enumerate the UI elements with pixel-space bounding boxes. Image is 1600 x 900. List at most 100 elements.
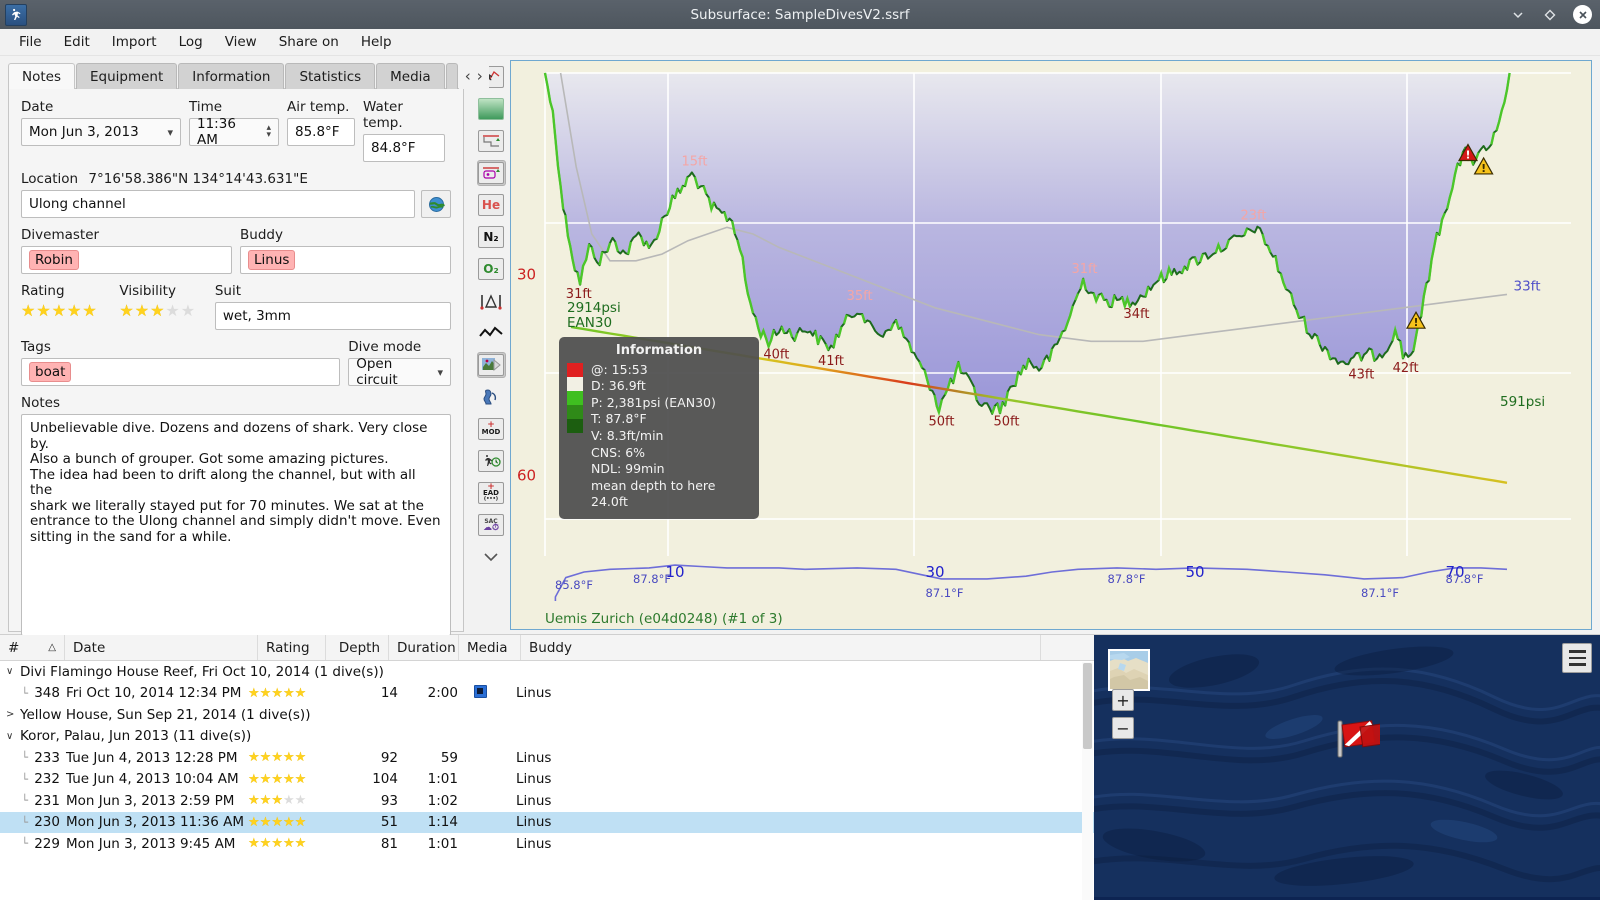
globe-icon[interactable]: [421, 190, 451, 218]
maximize-button[interactable]: [1541, 6, 1559, 24]
menu-log[interactable]: Log: [178, 34, 203, 50]
scrollbar-thumb[interactable]: [1083, 663, 1092, 749]
mod-icon[interactable]: + MOD: [477, 416, 506, 442]
dive-list-row[interactable]: └ 229 Mon Jun 3, 2013 9:45 AM ★★★★★ 81 1:01 Li…: [0, 833, 1094, 855]
notes-textarea[interactable]: Unbelievable dive. Dozens and dozens of …: [21, 414, 451, 636]
delta-icon[interactable]: [477, 288, 506, 314]
ndl-tts-icon[interactable]: [477, 448, 506, 474]
rating-stars[interactable]: ★★★★★: [21, 302, 111, 320]
star[interactable]: ★: [134, 301, 151, 320]
dive-number: 231: [34, 792, 60, 809]
gas-density-icon[interactable]: [477, 384, 506, 410]
menu-file[interactable]: File: [19, 34, 42, 50]
star[interactable]: ★: [21, 301, 37, 320]
map-menu-button[interactable]: [1562, 643, 1592, 673]
star[interactable]: ★: [67, 301, 83, 320]
heartrate-icon[interactable]: [477, 320, 506, 346]
error-marker-icon[interactable]: !: [1457, 143, 1479, 162]
dive-site-map[interactable]: + −: [1094, 635, 1600, 900]
tags-input[interactable]: boat: [21, 358, 341, 386]
water-temp-input[interactable]: 84.8°F: [363, 134, 445, 162]
column-header-duration[interactable]: Duration: [389, 635, 459, 660]
tab-notes[interactable]: Notes: [8, 63, 75, 89]
dive-list-row[interactable]: └ 233 Tue Jun 4, 2013 12:28 PM ★★★★★ 92 59 Lin…: [0, 747, 1094, 769]
tab-scroll-left-icon[interactable]: ‹: [464, 67, 471, 85]
column-header-date[interactable]: Date: [65, 635, 258, 660]
column-header-buddy[interactable]: Buddy: [521, 635, 1041, 660]
oxygen-icon[interactable]: O₂: [477, 256, 506, 282]
dive-list-row[interactable]: └ 231 Mon Jun 3, 2013 2:59 PM ★★★★★ 93 1:02 Li…: [0, 790, 1094, 812]
menu-view[interactable]: View: [224, 34, 257, 50]
dive-trip-header[interactable]: > Yellow House, Sun Sep 21, 2014 (1 dive(…: [0, 704, 1094, 726]
map-zoom-in-button[interactable]: +: [1112, 689, 1134, 711]
dive-trip-header[interactable]: ∨ Divi Flamingo House Reef, Fri Oct 10, 2…: [0, 661, 1094, 683]
menu-help[interactable]: Help: [360, 34, 392, 50]
divemaster-input[interactable]: Robin: [21, 246, 232, 274]
map-overview-thumbnail[interactable]: [1108, 649, 1150, 691]
tab-extra-data[interactable]: E: [445, 63, 458, 89]
minimize-button[interactable]: [1509, 6, 1527, 24]
map-zoom-out-button[interactable]: −: [1112, 717, 1134, 739]
tab-information[interactable]: Information: [178, 63, 285, 89]
air-temp-input[interactable]: 85.8°F: [287, 118, 355, 146]
dive-list-row[interactable]: └ 232 Tue Jun 4, 2013 10:04 AM ★★★★★ 104 1:01…: [0, 769, 1094, 791]
star[interactable]: ★: [150, 301, 166, 320]
dive-number: 348: [34, 685, 60, 702]
ceiling-icon[interactable]: [477, 128, 506, 154]
heatmap-icon[interactable]: [477, 96, 506, 122]
sac-icon[interactable]: SAC ☁⏱: [477, 512, 506, 538]
dive-list-row[interactable]: └ 230 Mon Jun 3, 2013 11:36 AM ★★★★★ 51 1:14 L…: [0, 811, 1094, 833]
date-input[interactable]: Mon Jun 3, 2013 ▾: [21, 118, 181, 146]
tissue-graph-icon[interactable]: [476, 352, 506, 378]
dive-flag-marker-icon[interactable]: [1330, 715, 1390, 765]
divemode-select[interactable]: Open circuit ▾: [348, 356, 451, 388]
menu-edit[interactable]: Edit: [63, 34, 90, 50]
buddy-input[interactable]: Linus: [240, 246, 451, 274]
chevron-down-icon[interactable]: ∨: [6, 730, 14, 742]
column-header-media[interactable]: Media: [459, 635, 521, 660]
star[interactable]: ★: [36, 301, 52, 320]
ead-icon[interactable]: + EAD (•••): [477, 480, 506, 506]
tooltip-swatch: [567, 391, 583, 405]
tab-media[interactable]: Media: [376, 63, 445, 89]
helium-icon[interactable]: He: [477, 192, 506, 218]
chevron-down-icon[interactable]: ∨: [6, 666, 14, 678]
dive-trip-header[interactable]: ∨ Koror, Palau, Jun 2013 (11 dive(s)): [0, 726, 1094, 748]
dive-list-row[interactable]: └ 348 Fri Oct 10, 2014 12:34 PM ★★★★★ 14 2:00…: [0, 683, 1094, 705]
nitrogen-icon[interactable]: N₂: [477, 224, 506, 250]
tab-statistics[interactable]: Statistics: [285, 63, 376, 89]
location-input[interactable]: Ulong channel: [21, 190, 416, 218]
media-icon[interactable]: [474, 684, 487, 698]
star[interactable]: ★: [165, 301, 181, 320]
star[interactable]: ★: [51, 301, 68, 320]
temperature-annotations: 85.8°F 87.8°F 87.1°F 87.8°F 87.1°F 87.8°F: [555, 572, 1483, 600]
more-options-icon[interactable]: [477, 544, 506, 570]
time-input[interactable]: 11:36 AM ▴ ▾: [189, 116, 279, 148]
suit-input[interactable]: wet, 3mm: [214, 302, 451, 330]
temperature-annotation: 87.1°F: [1361, 586, 1399, 600]
calculated-ceiling-icon[interactable]: [476, 160, 506, 186]
warning-marker-icon[interactable]: !: [1405, 310, 1427, 329]
spinner-icon[interactable]: ▴ ▾: [266, 123, 271, 140]
star[interactable]: ★: [119, 301, 135, 320]
dive-list-vertical-scrollbar[interactable]: [1082, 662, 1093, 900]
warning-marker-icon[interactable]: !: [1473, 156, 1494, 175]
chevron-right-icon[interactable]: >: [6, 709, 15, 721]
visibility-stars[interactable]: ★★★★★: [119, 302, 206, 320]
temperature-annotation: 85.8°F: [555, 578, 593, 592]
tags-row: Tags boat Dive mode Open circuit ▾: [21, 339, 451, 388]
dive-profile-chart[interactable]: 30 60 10 30 50 70 31ft 15ft 40ft 41ft 35ft 50ft 50…: [510, 60, 1592, 630]
column-header-rating[interactable]: Rating: [258, 635, 326, 660]
star[interactable]: ★: [82, 301, 98, 320]
tooltip-line: D: 36.9ft: [591, 378, 646, 394]
menu-share-on[interactable]: Share on: [278, 34, 339, 50]
star[interactable]: ★: [180, 301, 197, 320]
column-header-depth[interactable]: Depth: [326, 635, 389, 660]
tab-equipment[interactable]: Equipment: [76, 63, 178, 89]
close-button[interactable]: [1573, 5, 1592, 24]
depth-annotation: 42ft: [1393, 361, 1419, 376]
tooltip-lines: @: 15:53 D: 36.9ft P: 2,381psi (EAN30) T: 8…: [591, 362, 751, 511]
tab-scroll-right-icon[interactable]: ›: [476, 67, 483, 85]
column-header-number[interactable]: # △: [0, 635, 65, 660]
menu-import[interactable]: Import: [111, 34, 157, 50]
